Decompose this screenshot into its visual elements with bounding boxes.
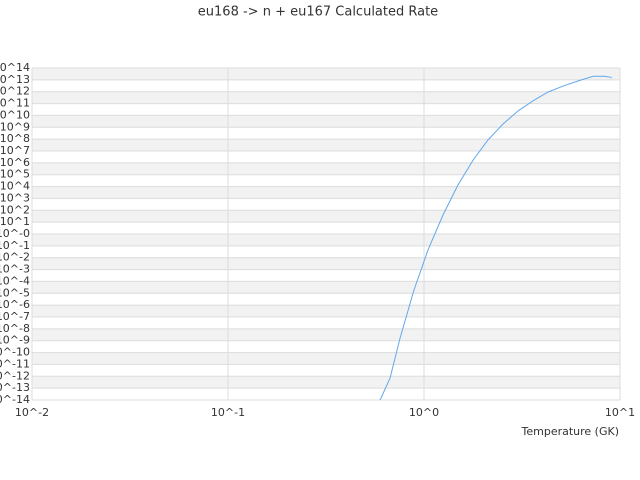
grid-band: [32, 257, 620, 270]
x-tick-label: 10^-1: [211, 406, 245, 419]
y-tick-label: 10^10: [0, 108, 30, 121]
y-tick-label: 10^11: [0, 97, 30, 110]
x-tick-label: 10^-2: [15, 406, 49, 419]
y-tick-label: 10^5: [0, 168, 30, 181]
y-tick-label: 10^-12: [0, 369, 30, 382]
y-tick-label: 10^-2: [0, 251, 30, 264]
y-tick-label: 10^3: [0, 191, 30, 204]
grid-band: [32, 162, 620, 175]
y-tick-label: 10^-0: [0, 227, 30, 240]
grid-band: [32, 186, 620, 199]
y-tick-label: 10^-4: [0, 274, 30, 287]
grid-band: [32, 376, 620, 389]
y-tick-label: 10^7: [0, 144, 30, 157]
grid-band: [32, 281, 620, 294]
y-tick-label: 10^-5: [0, 286, 30, 299]
grid-band: [32, 234, 620, 246]
y-tick-label: 10^-6: [0, 298, 30, 311]
y-tick-label: 10^13: [0, 73, 30, 86]
y-tick-label: 10^1: [0, 215, 30, 228]
grid-band: [32, 352, 620, 365]
y-tick-label: 10^-3: [0, 263, 30, 276]
y-tick-label: 10^-14: [0, 393, 30, 406]
y-tick-label: 10^4: [0, 180, 30, 193]
x-axis-label: Temperature (GK): [521, 425, 620, 438]
grid-band: [32, 210, 620, 223]
grid-band: [32, 305, 620, 317]
y-tick-label: 10^-1: [0, 239, 30, 252]
grid-band: [32, 139, 620, 151]
y-tick-label: 10^-9: [0, 334, 30, 347]
y-tick-label: 10^14: [0, 61, 30, 74]
grid-band: [32, 91, 620, 104]
grid-band: [32, 328, 620, 341]
grid-band: [32, 115, 620, 128]
data-line: [379, 75, 613, 400]
y-tick-label: 10^-13: [0, 381, 30, 394]
y-tick-label: 10^-11: [0, 357, 30, 370]
grid-band: [32, 68, 620, 80]
x-tick-label: 10^1: [605, 406, 635, 419]
y-tick-label: 10^12: [0, 85, 30, 98]
y-tick-label: 10^2: [0, 203, 30, 216]
y-tick-label: 10^-7: [0, 310, 30, 323]
chart-title: eu168 -> n + eu167 Calculated Rate: [198, 5, 438, 20]
y-tick-label: 10^-10: [0, 346, 30, 359]
y-tick-label: 10^8: [0, 132, 30, 145]
x-tick-label: 10^0: [409, 406, 439, 419]
y-tick-label: 10^6: [0, 156, 30, 169]
y-tick-label: 10^-8: [0, 322, 30, 335]
y-tick-label: 10^9: [0, 120, 30, 133]
